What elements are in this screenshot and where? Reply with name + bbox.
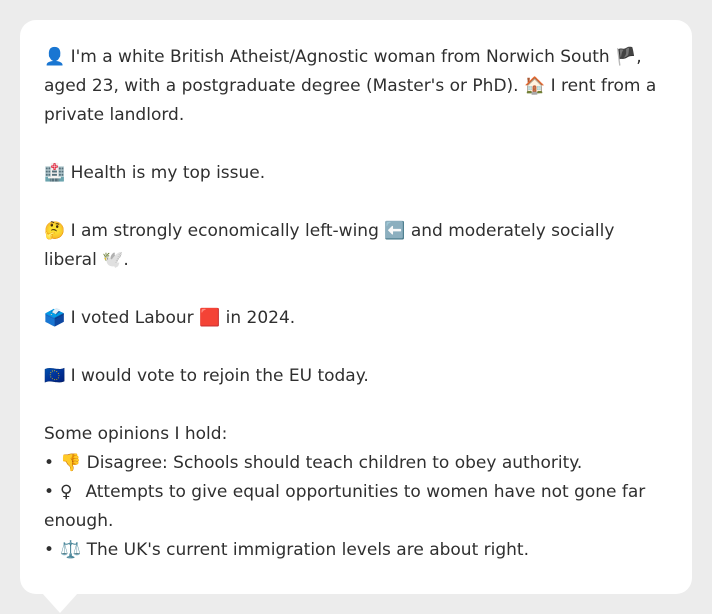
ballot-box-icon: 🗳️ xyxy=(44,308,66,328)
opinion-text: Disagree: Schools should teach children … xyxy=(86,453,583,473)
intro-text-2: , aged 23, with a postgraduate degree (M… xyxy=(44,47,642,96)
politics-text-3: . xyxy=(123,250,129,270)
eu-paragraph: 🇪🇺 I would vote to rejoin the EU today. xyxy=(44,362,668,391)
top-issue-paragraph: 🏥 Health is my top issue. xyxy=(44,159,668,188)
opinion-item: • ♀ Attempts to give equal opportunities … xyxy=(44,478,668,536)
opinion-item: • ⚖️ The UK's current immigration levels … xyxy=(44,536,668,565)
opinion-text: The UK's current immigration levels are … xyxy=(86,540,529,560)
thumbs-down-icon: 👎 xyxy=(60,453,82,473)
vote-paragraph: 🗳️ I voted Labour 🟥 in 2024. xyxy=(44,304,668,333)
opinions-heading: Some opinions I hold: xyxy=(44,424,228,444)
hospital-icon: 🏥 xyxy=(44,163,66,183)
speech-bubble-tail xyxy=(42,593,78,613)
politics-text-2: and moderately socially liberal xyxy=(44,221,615,270)
intro-text-3: I rent from a private landlord. xyxy=(44,76,657,125)
vote-text-1: I voted Labour xyxy=(70,308,194,328)
bullet: • xyxy=(44,453,55,473)
scales-icon: ⚖️ xyxy=(60,540,82,560)
person-icon: 👤 xyxy=(44,47,66,67)
top-issue-text: Health is my top issue. xyxy=(70,163,266,183)
house-icon: 🏠 xyxy=(523,76,546,96)
dove-icon: 🕊️ xyxy=(102,250,124,270)
female-sign-icon: ♀ xyxy=(60,482,73,502)
eu-text: I would vote to rejoin the EU today. xyxy=(70,366,369,386)
bullet: • xyxy=(44,482,55,502)
message-card: 👤 I'm a white British Atheist/Agnostic w… xyxy=(20,20,692,594)
opinion-item: • 👎 Disagree: Schools should teach childr… xyxy=(44,449,668,478)
intro-text-1: I'm a white British Atheist/Agnostic wom… xyxy=(70,47,610,67)
vote-text-2: in 2024. xyxy=(225,308,296,328)
england-flag-icon: 🏴 xyxy=(615,47,637,67)
red-square-icon: 🟥 xyxy=(199,308,221,328)
politics-text-1: I am strongly economically left-wing xyxy=(70,221,379,241)
intro-paragraph: 👤 I'm a white British Atheist/Agnostic w… xyxy=(44,43,668,130)
thinking-face-icon: 🤔 xyxy=(44,221,66,241)
eu-flag-icon: 🇪🇺 xyxy=(44,366,66,386)
bullet: • xyxy=(44,540,55,560)
left-arrow-icon: ⬅️ xyxy=(384,221,406,241)
politics-paragraph: 🤔 I am strongly economically left-wing ⬅… xyxy=(44,217,668,275)
opinion-text: Attempts to give equal opportunities to … xyxy=(44,482,646,531)
